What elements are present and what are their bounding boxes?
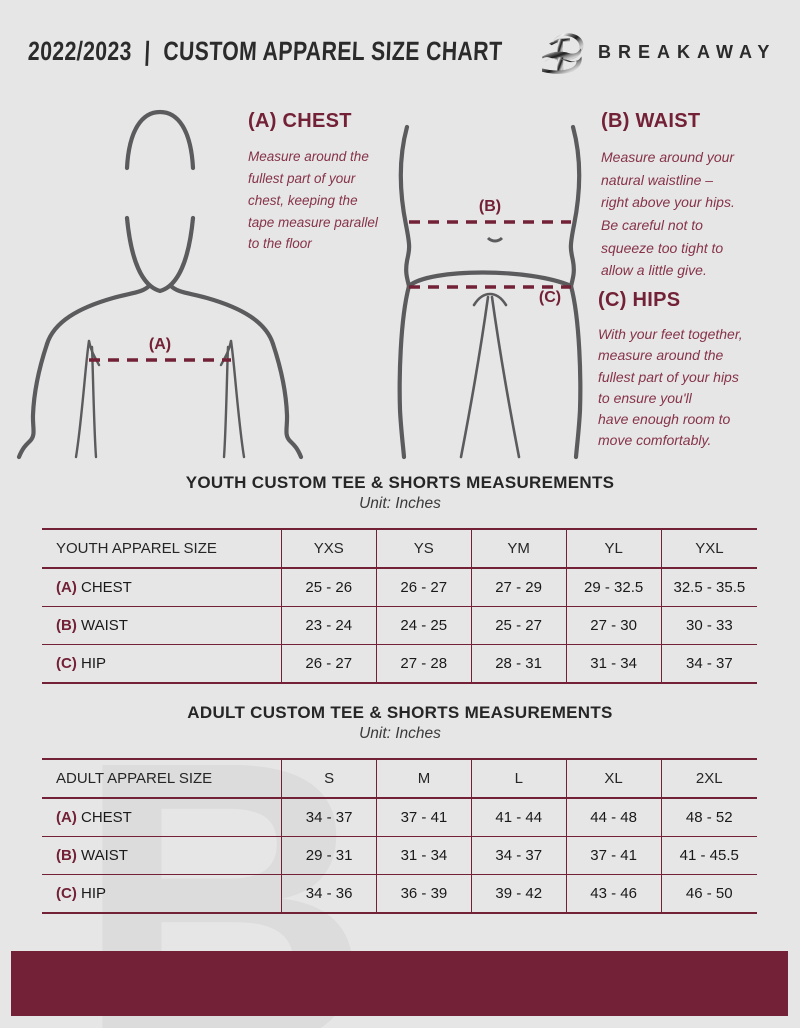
svg-text:(C): (C) xyxy=(539,289,561,306)
svg-text:(A): (A) xyxy=(149,336,171,353)
svg-text:(B): (B) xyxy=(479,198,501,215)
